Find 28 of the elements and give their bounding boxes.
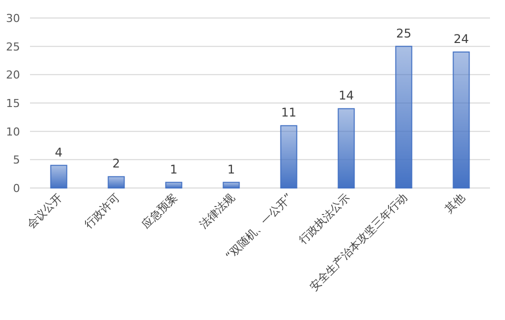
x-tick-label: 行政许可 <box>82 190 122 232</box>
bar <box>395 46 412 188</box>
bar <box>280 125 298 188</box>
bar <box>50 164 68 188</box>
x-tick-label: 法律法规 <box>197 190 238 232</box>
data-label: 14 <box>338 88 354 103</box>
data-label: 4 <box>54 145 63 160</box>
y-tick-label: 25 <box>6 40 20 54</box>
x-tick-label: 应急预案 <box>140 190 180 232</box>
y-tick-label: 30 <box>6 12 20 25</box>
data-label: 1 <box>227 162 236 176</box>
data-label: 2 <box>112 156 120 171</box>
y-tick-label: 10 <box>6 125 20 138</box>
data-label: 25 <box>396 26 412 40</box>
bar <box>338 108 355 188</box>
y-tick-label: 15 <box>6 97 20 110</box>
y-tick-label: 5 <box>13 154 20 167</box>
data-label: 11 <box>281 106 296 120</box>
bar <box>108 176 125 188</box>
y-tick-label: 0 <box>13 182 20 195</box>
bar <box>452 52 470 188</box>
y-tick-label: 20 <box>6 68 20 82</box>
x-tick-label: 其他 <box>442 190 468 216</box>
bar <box>222 182 240 188</box>
data-label: 24 <box>454 32 469 46</box>
x-tick-label: 会议公开 <box>24 190 65 232</box>
data-label: 1 <box>170 162 178 176</box>
bar <box>165 182 182 188</box>
